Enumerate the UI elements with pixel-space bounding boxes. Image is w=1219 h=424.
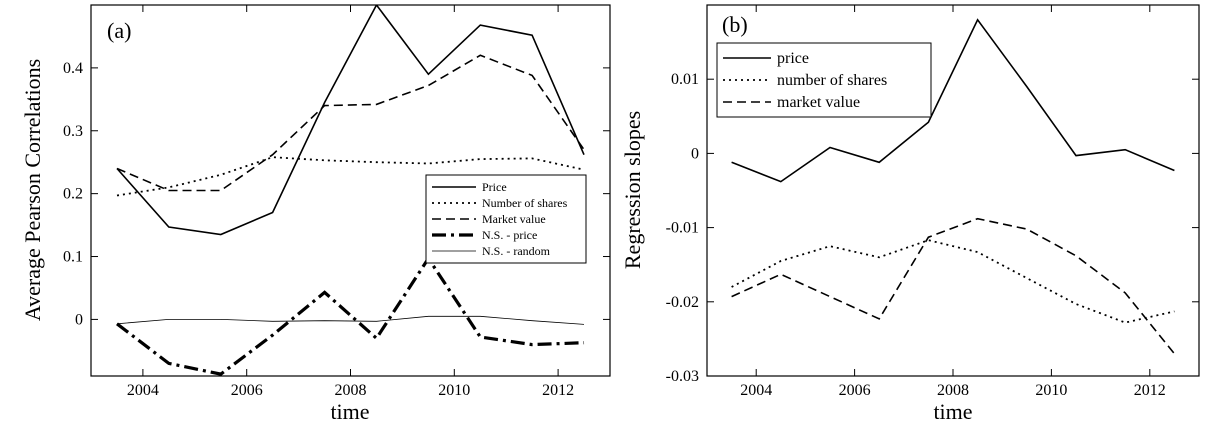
series-line-number-of-shares [116,156,585,197]
x-axis-title-a: time [330,399,369,424]
legend-label: N.S. - price [482,228,537,242]
series-line-number-of-shares [731,239,1175,324]
y-tick-label: 0 [691,145,699,162]
ticks-a: 2004 2006 2008 2010 2012 0 0.1 0.2 0.3 0.4 [63,5,610,399]
y-tick-label: 0.3 [63,123,83,140]
y-axis-title-b: Regression slopes [620,111,645,269]
x-axis-title-b: time [933,399,972,424]
y-tick-label: 0.1 [63,249,83,266]
ticks-b: 2004 2006 2008 2010 2012 -0.03 -0.02 -0.01 0 0.01 [666,5,1199,399]
legend-label: number of shares [777,72,887,89]
legend-label: price [777,50,809,67]
panel-b: (b) time Regression slopes 2004 2006 2008 2… [620,4,1200,424]
series-line-market-value [116,54,585,192]
series-line-price [116,5,585,236]
y-tick-label: 0 [75,311,83,328]
y-tick-label: -0.01 [666,220,699,237]
y-tick-label: 0.2 [63,186,83,203]
y-tick-label: -0.02 [666,294,699,311]
series-line-n-s-price [116,255,585,376]
series-lines-b [731,18,1176,355]
x-tick-label: 2008 [335,382,367,399]
panel-a: (a) time Average Pearson Correlations 20… [20,4,611,424]
legend-label: Market value [482,212,546,226]
panel-label-a: (a) [107,18,131,43]
x-tick-label: 2012 [542,382,574,399]
legend-label: market value [777,94,860,111]
x-tick-label: 2004 [740,382,772,399]
x-tick-label: 2004 [127,382,159,399]
panel-label-b: (b) [722,12,748,37]
x-tick-label: 2006 [231,382,263,399]
series-lines-a [116,5,585,376]
legend-label: Number of shares [482,196,568,210]
x-tick-label: 2008 [937,382,969,399]
y-axis-title-a: Average Pearson Correlations [20,59,45,321]
x-tick-label: 2010 [1035,382,1067,399]
legend-label: Price [482,180,507,194]
legend-a: Price Number of shares Market value N.S. - … [425,174,587,264]
legend-b: price number of shares market value [716,42,932,118]
legend-box [716,42,932,118]
y-tick-label: 0.4 [63,60,83,77]
x-tick-label: 2010 [438,382,470,399]
y-tick-label: 0.01 [671,71,699,88]
x-tick-label: 2006 [839,382,871,399]
series-line-n-s-random [116,315,585,325]
series-line-price [731,18,1175,183]
y-tick-label: -0.03 [666,368,699,385]
series-line-market-value [731,217,1176,355]
legend-label: N.S. - random [482,244,551,258]
x-tick-label: 2012 [1134,382,1166,399]
